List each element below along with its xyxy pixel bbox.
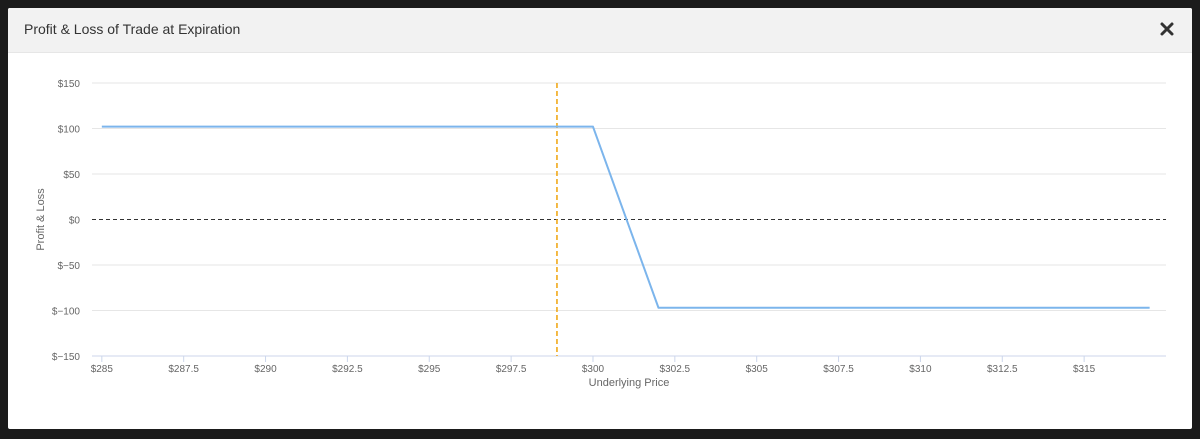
y-tick-label: $−100 xyxy=(52,307,81,318)
y-axis-title: Profit & Loss xyxy=(35,188,47,251)
x-tick-label: $302.5 xyxy=(660,364,691,375)
x-tick-label: $297.5 xyxy=(496,364,527,375)
pnl-series-line xyxy=(101,125,1150,309)
modal-header: Profit & Loss of Trade at Expiration xyxy=(8,8,1192,53)
x-tick-label: $300 xyxy=(582,364,605,375)
x-tick-label: $295 xyxy=(418,364,441,375)
x-axis-title: Underlying Price xyxy=(589,377,670,389)
x-tick-label: $307.5 xyxy=(823,364,854,375)
pnl-modal: Profit & Loss of Trade at Expiration $15… xyxy=(8,8,1192,429)
x-tick-label: $312.5 xyxy=(987,364,1018,375)
y-tick-label: $50 xyxy=(63,170,80,181)
chart-area: $150 $100 $50 $0 $−50 $−100 $−150 $285 $287.5 $29… xyxy=(8,53,1192,429)
y-tick-label: $150 xyxy=(58,79,81,90)
modal-title: Profit & Loss of Trade at Expiration xyxy=(24,21,241,37)
y-tick-label: $−150 xyxy=(52,352,81,363)
y-tick-label: $0 xyxy=(69,216,81,227)
x-tick-label: $292.5 xyxy=(332,364,363,375)
x-tick-label: $290 xyxy=(254,364,277,375)
pnl-chart: $150 $100 $50 $0 $−50 $−100 $−150 $285 $287.5 $29… xyxy=(35,79,1166,389)
x-tick-label: $315 xyxy=(1073,364,1096,375)
x-tick-label: $285 xyxy=(91,364,114,375)
close-icon xyxy=(1160,22,1174,36)
x-tick-label: $305 xyxy=(746,364,769,375)
y-tick-label: $−50 xyxy=(57,261,80,272)
y-tick-label: $100 xyxy=(58,125,81,136)
x-tick-label: $287.5 xyxy=(168,364,199,375)
x-tick-label: $310 xyxy=(909,364,932,375)
close-button[interactable] xyxy=(1158,20,1176,38)
